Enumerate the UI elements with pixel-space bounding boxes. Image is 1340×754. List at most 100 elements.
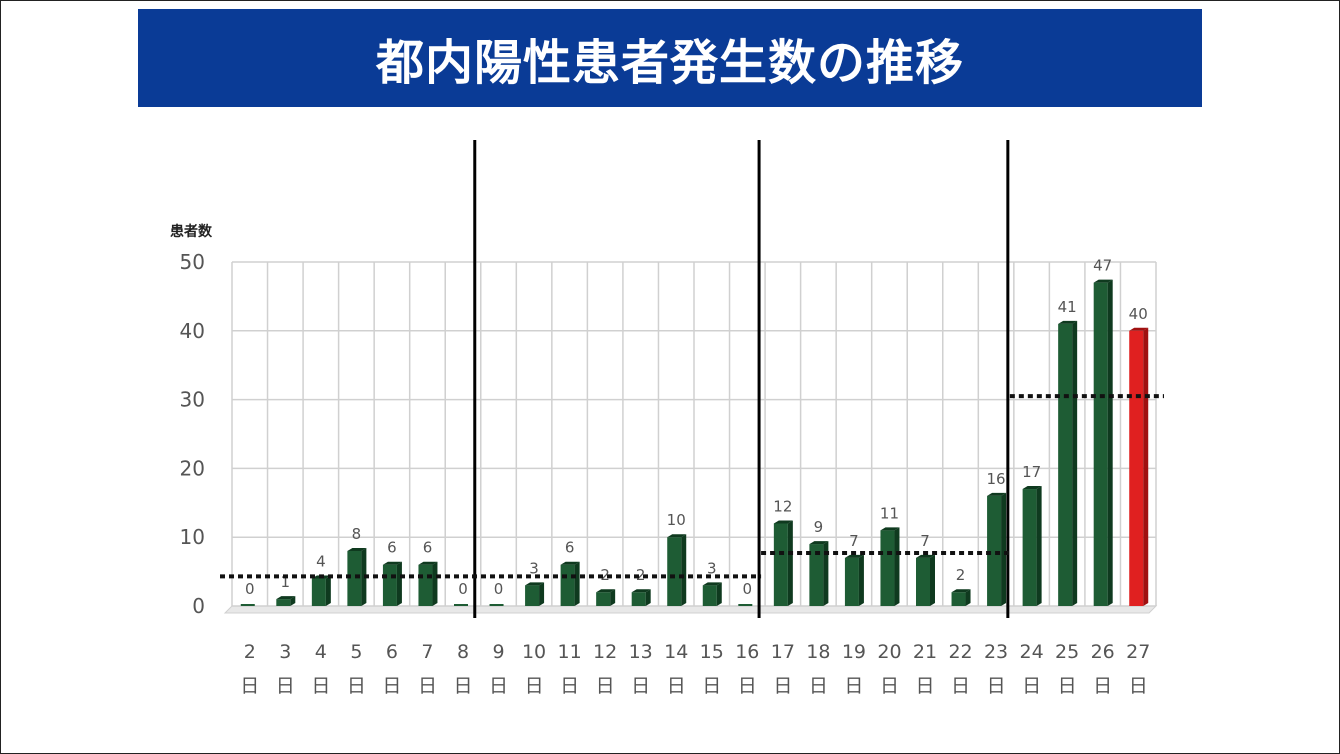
x-tick-number: 9 [492,641,504,663]
data-label: 8 [352,525,362,543]
x-tick-number: 3 [279,641,291,663]
bar [418,561,438,606]
x-tick: 4日 [311,641,330,697]
x-tick: 6日 [382,641,401,697]
bar-side [396,561,402,606]
x-tick-unit: 日 [702,675,721,697]
x-tick: 22 日 [948,641,972,697]
x-tick: 23 日 [984,641,1008,697]
bar-top [1093,279,1113,283]
x-tick: 2日 [240,641,259,697]
bar [454,604,468,606]
data-label: 47 [1093,257,1112,275]
x-tick-number: 23 [984,641,1008,663]
x-tick-number: 24 [1020,641,1044,663]
x-tick: 20 日 [877,641,901,697]
x-axis: 2日3日4日5日6日7日8日9日10日11日12日13日14日15日16日17日… [240,641,1150,697]
y-tick-label: 10 [180,525,205,549]
data-label: 3 [707,559,717,577]
bar-top [809,541,829,545]
x-tick-number: 18 [806,641,830,663]
bar [596,589,616,606]
bar-top [880,527,900,531]
bar-top [525,582,545,586]
x-tick-unit: 日 [667,675,686,697]
bar-front [631,592,646,606]
bar [1022,486,1042,606]
bar-top [1022,486,1042,490]
x-tick-unit: 日 [809,675,828,697]
bar-side [1072,320,1078,606]
bar-top [916,554,935,558]
x-tick-unit: 日 [276,675,295,697]
overlays [220,140,1164,618]
x-tick-unit: 日 [844,675,863,697]
bar-top [560,561,580,565]
x-tick-number: 10 [522,641,546,663]
bar-top [667,534,687,538]
x-tick: 26 日 [1091,641,1115,697]
x-tick-unit: 日 [453,675,472,697]
bar-side [1001,492,1007,606]
data-label: 17 [1022,463,1041,481]
bar-side [610,589,616,606]
bar-front [347,550,362,606]
x-tick: 9日 [489,641,508,697]
bar [987,492,1007,606]
x-tick-number: 26 [1091,641,1115,663]
bar-side [290,596,296,606]
bar-front [1093,282,1108,606]
data-label: 9 [814,518,824,536]
bar-side [325,575,331,606]
bar [738,604,753,606]
x-tick-number: 25 [1055,641,1079,663]
y-axis-label: 患者数 [170,223,213,240]
x-tick-number: 11 [558,641,582,663]
bar-front [454,604,468,606]
x-tick-number: 4 [315,641,327,663]
bar-front [560,564,575,606]
bar-front [276,599,291,606]
bar-side [681,534,687,606]
chart-floor [223,605,1158,614]
x-tick-unit: 日 [418,675,437,697]
x-tick-number: 21 [913,641,937,663]
x-tick: 7日 [418,641,437,697]
data-label: 7 [849,532,859,550]
bar [631,589,651,606]
data-label: 11 [880,504,899,522]
x-tick-number: 13 [629,641,653,663]
bar-top [773,520,793,524]
bar-side [361,547,367,606]
x-tick-unit: 日 [311,675,330,697]
bar-front [596,592,611,606]
bar-side [716,582,722,606]
y-tick-label: 20 [180,456,205,480]
bar-front [880,530,895,606]
data-label: 12 [773,497,792,515]
x-tick: 11 日 [558,641,582,697]
x-tick-number: 6 [386,641,398,663]
bar-top [1058,320,1078,324]
x-tick-unit: 日 [773,675,792,697]
bar [347,547,367,606]
x-tick-number: 14 [664,641,688,663]
bar [489,604,504,606]
bar-front [951,592,966,606]
x-tick-unit: 日 [382,675,401,697]
x-tick: 3日 [276,641,295,697]
x-tick: 12 日 [593,641,617,697]
data-label: 0 [245,580,255,598]
data-label: 3 [529,559,539,577]
bar-side [574,561,580,606]
x-tick: 13 日 [629,641,653,697]
x-tick: 16 日 [735,641,759,697]
bar-top [951,589,971,593]
data-label: 41 [1058,298,1077,316]
bar-side [1107,279,1113,606]
bar-side [823,541,829,606]
x-tick: 25 日 [1055,641,1079,697]
x-tick: 15 日 [700,641,724,697]
bar [560,561,580,606]
